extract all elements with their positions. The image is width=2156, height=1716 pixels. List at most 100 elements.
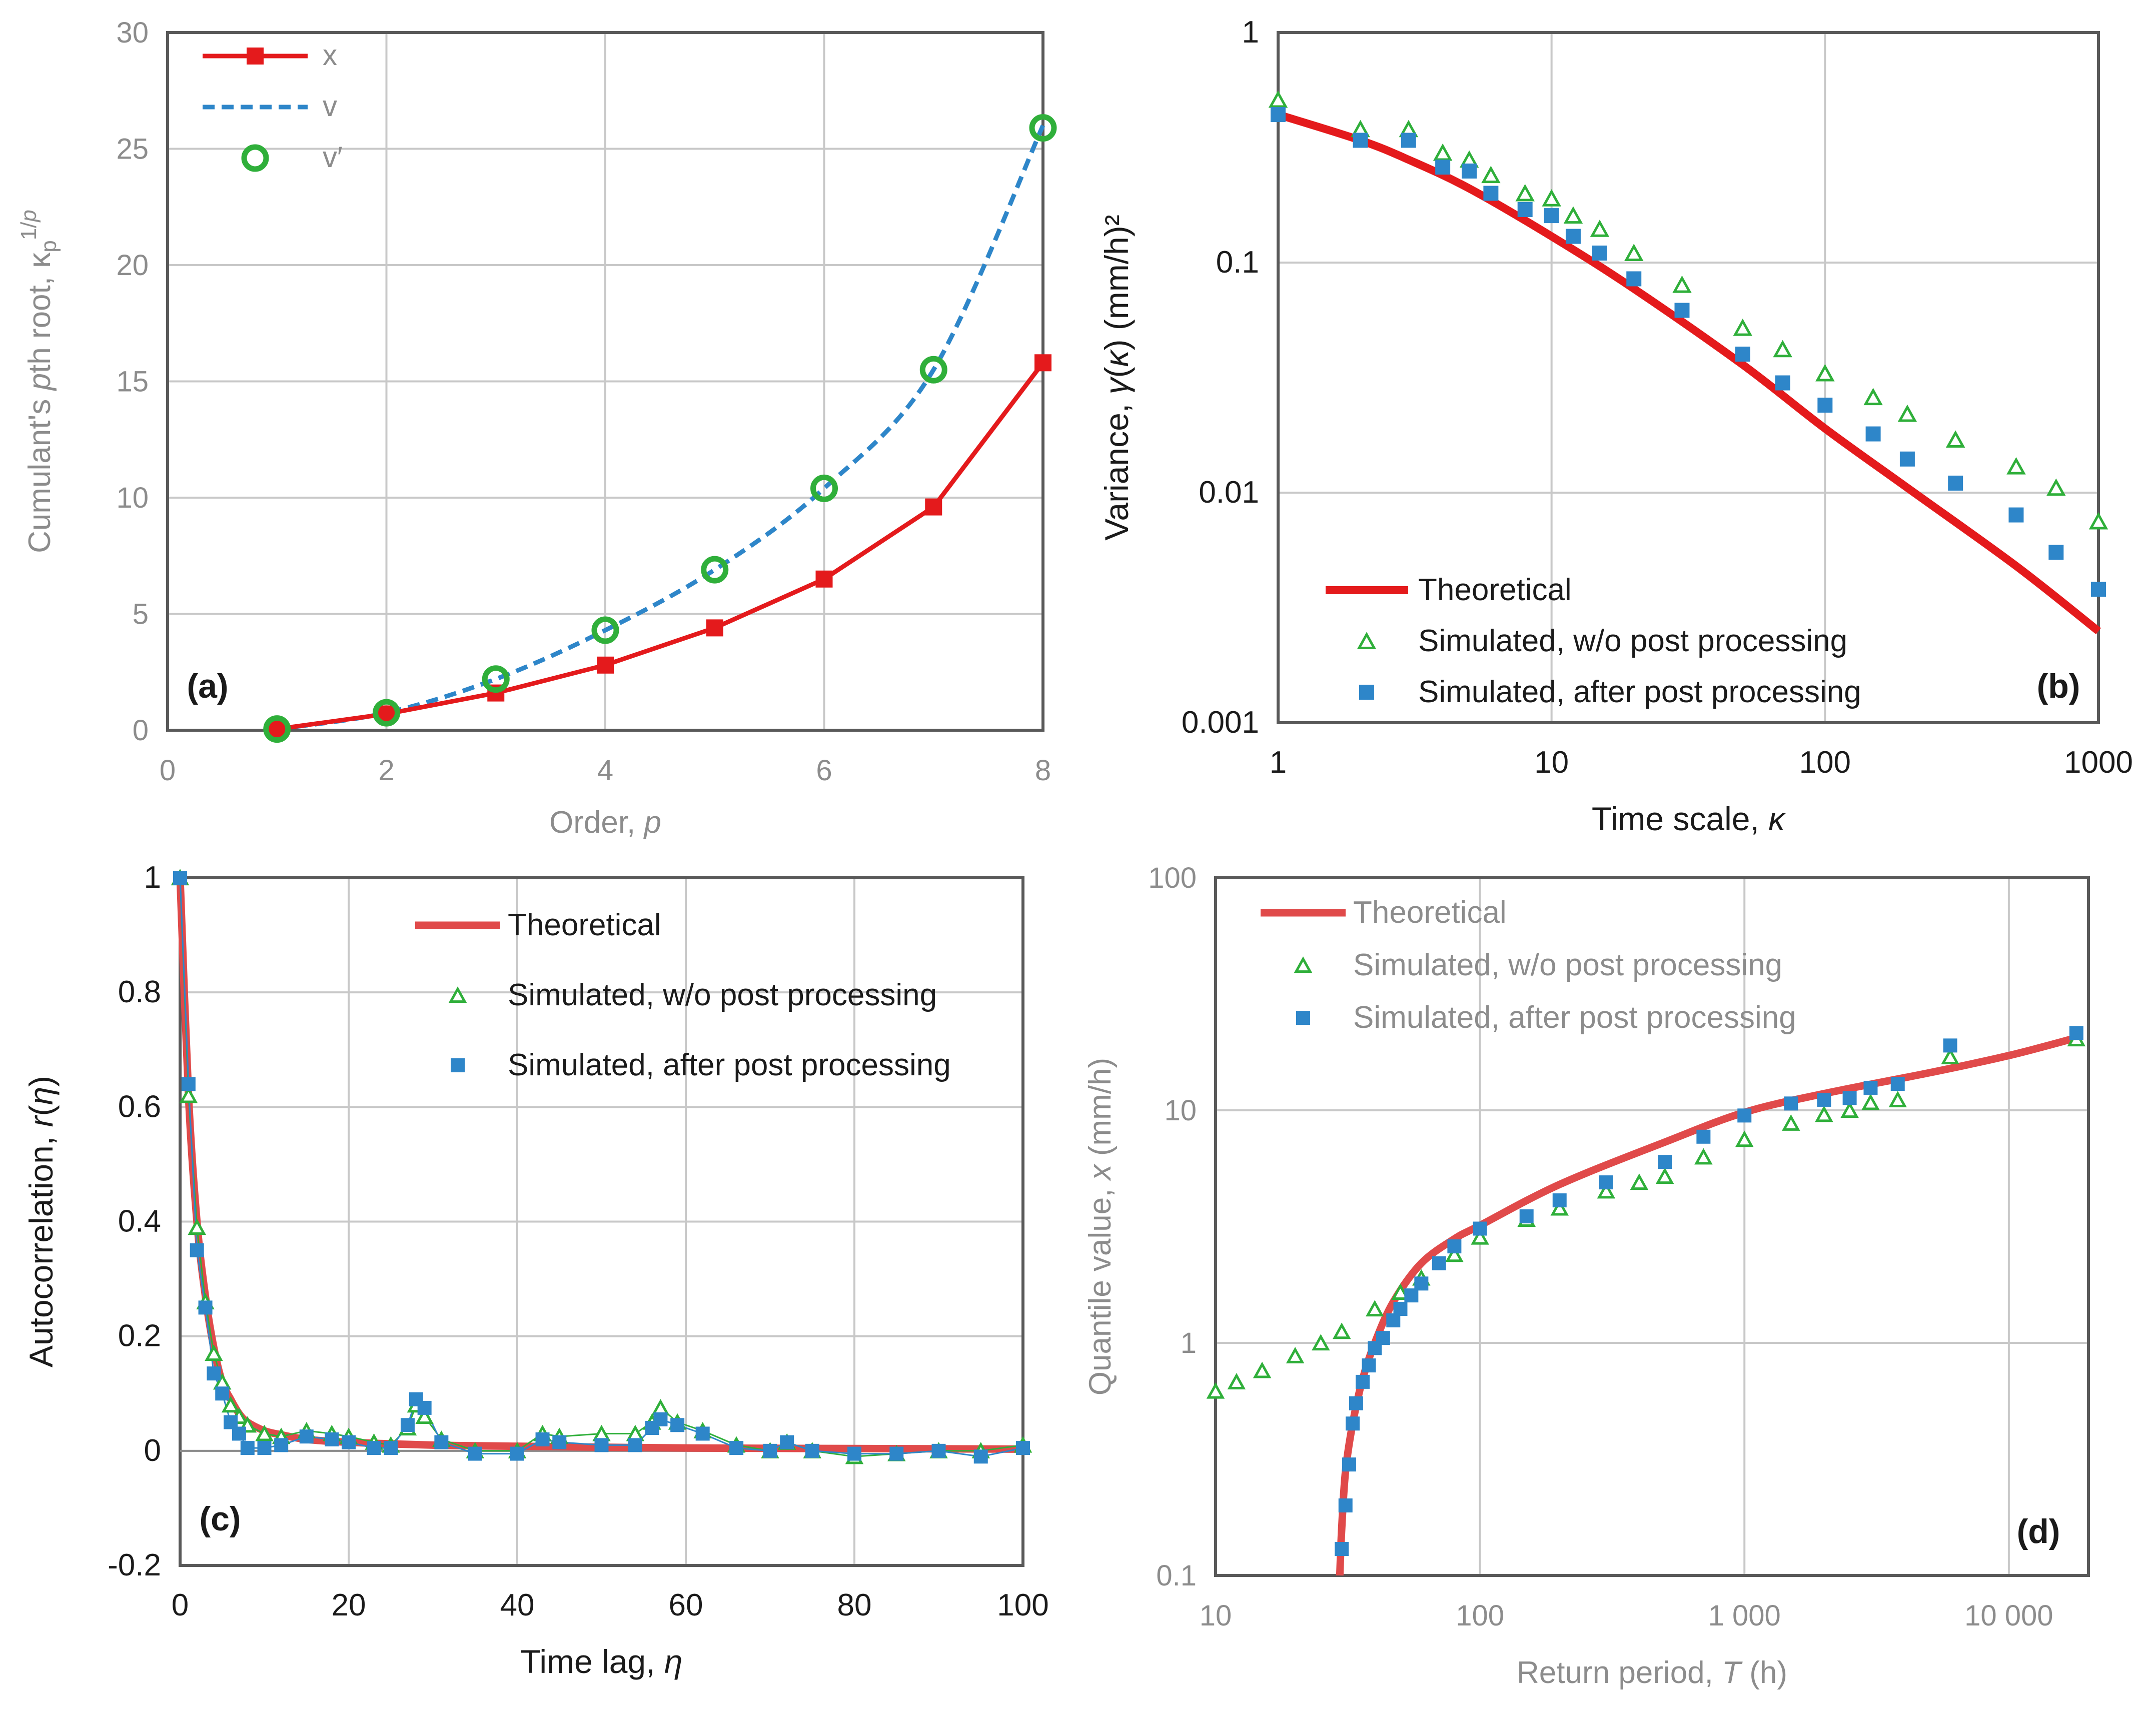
x-tick-label: 60 — [669, 1588, 703, 1622]
legend-b-theoretical-label: Theoretical — [1418, 573, 1572, 607]
simulated-post-marker — [1865, 426, 1881, 442]
simulated-post-marker — [847, 1446, 861, 1461]
simulated-post-marker — [257, 1441, 272, 1455]
simulated-post-marker — [274, 1438, 289, 1452]
legend-c-theoretical-label: Theoretical — [508, 908, 661, 942]
series-vprime-marker — [810, 474, 838, 502]
simulated-post-marker — [1842, 1091, 1857, 1105]
y-tick-label: 1 — [1242, 15, 1259, 50]
x-axis-title: Time scale, κ — [1592, 800, 1786, 837]
series-x-marker — [597, 656, 614, 674]
series-x-marker — [925, 498, 942, 516]
simulated-post-marker — [1863, 1080, 1878, 1095]
simulated-post-marker — [299, 1429, 314, 1444]
series-x-marker — [268, 720, 286, 738]
simulated-raw-marker — [651, 1399, 670, 1415]
simulated-raw-marker — [2088, 512, 2108, 530]
series-vprime-marker — [482, 665, 510, 693]
x-tick-label: 40 — [500, 1588, 535, 1622]
simulated-post-marker — [1775, 375, 1790, 391]
simulated-post-marker — [931, 1443, 946, 1458]
simulated-post-marker — [1565, 229, 1581, 244]
simulated-post-marker — [889, 1446, 904, 1461]
x-tick-label: 80 — [837, 1588, 872, 1622]
simulated-raw-marker — [1672, 275, 1692, 293]
simulated-post-marker — [1817, 1092, 1831, 1107]
simulated-post-marker — [1890, 1077, 1905, 1091]
y-tick-label: -0.2 — [108, 1548, 161, 1582]
legend-c-raw-label: Simulated, w/o post processing — [508, 978, 937, 1012]
simulated-raw-marker — [1941, 1048, 1959, 1064]
series-x-line — [277, 361, 1045, 732]
panel-label-d: (d) — [2017, 1512, 2060, 1550]
y-tick-label: 0 — [144, 1433, 161, 1468]
legend-b-raw-marker — [1357, 632, 1377, 649]
simulated-raw-marker — [255, 1424, 274, 1441]
y-tick-label: 0.4 — [118, 1204, 161, 1239]
simulated-post-marker — [1393, 1302, 1408, 1316]
simulated-raw-line — [179, 877, 1023, 1457]
simulated-raw-marker — [1782, 1114, 1800, 1131]
simulated-post-marker — [1376, 1331, 1390, 1345]
simulated-raw-marker — [1694, 1148, 1713, 1165]
simulated-post-marker — [1552, 1193, 1567, 1208]
y-tick-label: 0.2 — [118, 1319, 161, 1353]
simulated-post-marker — [653, 1412, 668, 1426]
panel-label-c: (c) — [199, 1500, 241, 1538]
simulated-raw-marker — [415, 1407, 434, 1424]
series-vprime-marker — [591, 616, 619, 644]
simulated-raw-marker — [1366, 1300, 1384, 1317]
x-tick-label: 10 — [1534, 745, 1569, 780]
simulated-raw-marker — [1563, 206, 1583, 224]
simulated-raw-marker — [592, 1424, 611, 1441]
legend-d-raw-marker — [1294, 956, 1313, 973]
theoretical-line — [176, 877, 1023, 1453]
simulated-post-marker — [1483, 186, 1499, 201]
y-tick-label: 0.01 — [1199, 475, 1259, 510]
x-tick-label: 2 — [378, 754, 394, 787]
legend-a-v-label: v — [323, 90, 337, 123]
simulated-post-marker — [198, 1300, 213, 1315]
simulated-post-marker — [1462, 163, 1477, 179]
simulated-raw-marker — [1471, 1228, 1489, 1245]
simulated-raw-marker — [1253, 1361, 1272, 1378]
simulated-post-marker — [1658, 1155, 1672, 1169]
simulated-raw-marker — [1655, 1167, 1674, 1184]
simulated-raw-marker — [1286, 1347, 1305, 1363]
y-tick-label: 0.1 — [1156, 1559, 1197, 1592]
simulated-post-marker — [1016, 1441, 1030, 1455]
series-vprime-marker — [263, 715, 291, 743]
simulated-post-marker — [1735, 347, 1750, 362]
theoretical-line — [1277, 111, 2101, 635]
simulated-post-marker — [729, 1441, 744, 1455]
legend-c-post-marker — [451, 1058, 465, 1072]
simulated-post-marker — [1335, 1542, 1349, 1556]
simulated-raw-marker — [1735, 1130, 1754, 1147]
legend-b-post-marker — [1359, 685, 1374, 700]
series-vprime-marker — [1029, 114, 1057, 142]
series-vprime-marker — [919, 356, 947, 384]
series-v-line — [277, 125, 1045, 732]
simulated-post-marker — [510, 1446, 524, 1461]
simulated-post-marker — [1414, 1276, 1429, 1291]
legend-c-raw-marker — [448, 986, 467, 1003]
simulated-raw-marker — [626, 1424, 645, 1441]
simulated-post-marker — [552, 1435, 567, 1449]
y-tick-label: 25 — [116, 133, 149, 166]
simulated-raw-marker — [188, 1218, 206, 1235]
simulated-post-marker — [1696, 1129, 1711, 1144]
simulated-post-marker — [594, 1438, 609, 1452]
simulated-post-marker — [1519, 1209, 1534, 1224]
simulated-post-marker — [173, 871, 187, 885]
series-vprime-marker — [373, 699, 400, 727]
plot-frame — [166, 31, 1044, 732]
simulated-raw-marker — [1733, 318, 1753, 336]
x-tick-label: 10 000 — [1964, 1599, 2053, 1632]
simulated-post-marker — [805, 1443, 819, 1458]
series-x-marker — [706, 619, 723, 637]
x-tick-label: 100 — [1456, 1599, 1504, 1632]
y-tick-label: 1 — [1181, 1327, 1197, 1359]
simulated-raw-marker — [1227, 1373, 1246, 1389]
legend-b-raw-label: Simulated, w/o post processing — [1418, 624, 1847, 658]
